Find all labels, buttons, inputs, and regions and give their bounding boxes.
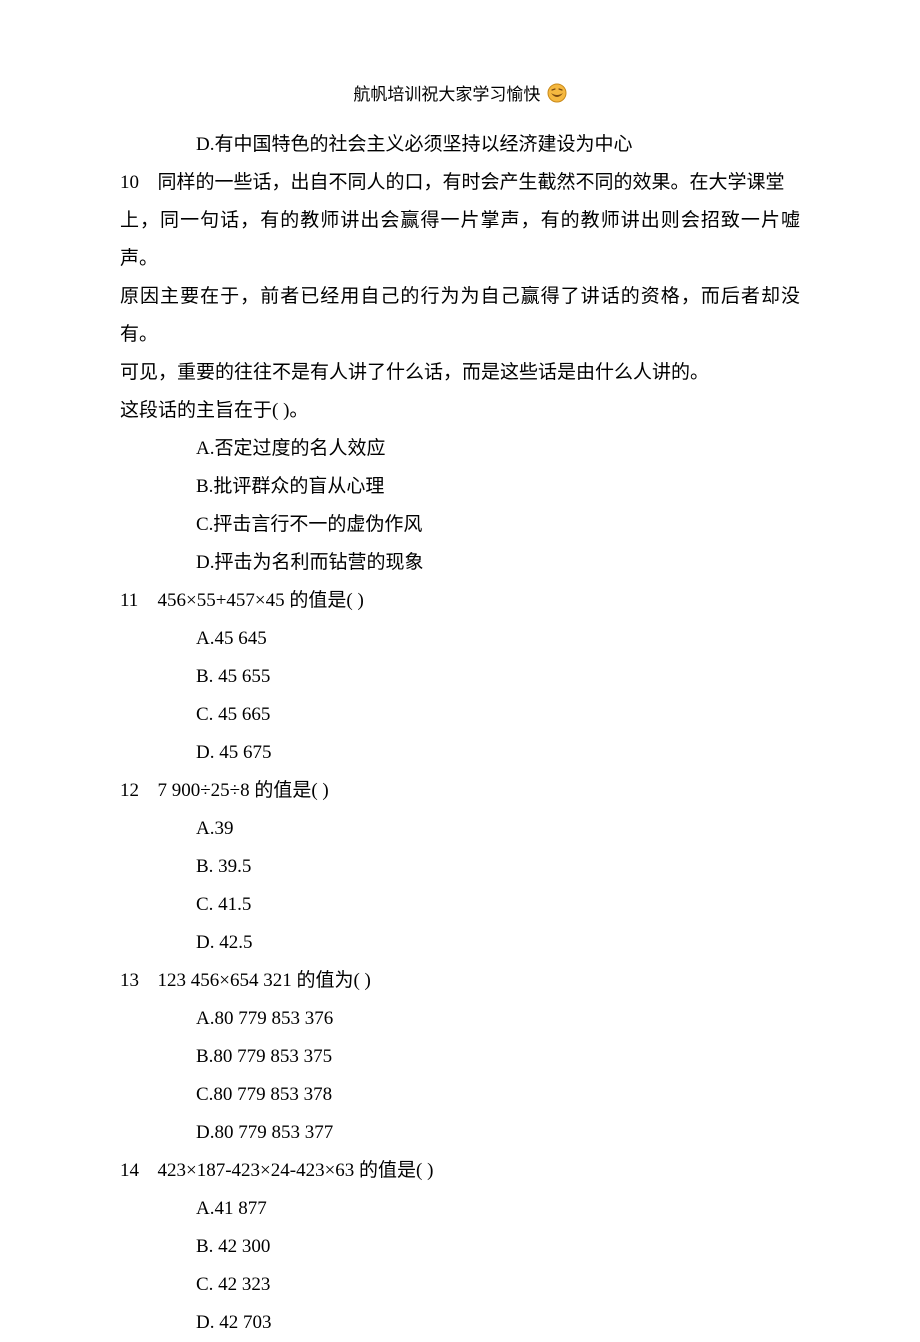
question-text: 456×55+457×45 的值是( ): [158, 590, 364, 611]
question-10-line2: 上，同一句话，有的教师讲出会赢得一片掌声，有的教师讲出则会招致一片嘘声。: [120, 202, 800, 278]
q11-choice-a: A.45 645: [120, 620, 800, 658]
q13-choice-a: A.80 779 853 376: [120, 1000, 800, 1038]
laugh-emoji-icon: [547, 81, 567, 101]
q14-choice-d: D. 42 703: [120, 1304, 800, 1342]
q11-choice-c: C. 45 665: [120, 696, 800, 734]
question-number: 10: [120, 164, 148, 202]
q10-choice-a: A.否定过度的名人效应: [120, 430, 800, 468]
q13-choice-d: D.80 779 853 377: [120, 1114, 800, 1152]
question-12: 12 7 900÷25÷8 的值是( ): [120, 772, 800, 810]
header-text: 航帆培训祝大家学习愉快: [353, 85, 540, 104]
question-number: 11: [120, 582, 148, 620]
q12-choice-d: D. 42.5: [120, 924, 800, 962]
q14-choice-a: A.41 877: [120, 1190, 800, 1228]
question-text: 423×187-423×24-423×63 的值是( ): [158, 1160, 434, 1181]
q10-choice-b: B.批评群众的盲从心理: [120, 468, 800, 506]
question-text: 同样的一些话，出自不同人的口，有时会产生截然不同的效果。在大学课堂: [158, 172, 785, 193]
q11-choice-b: B. 45 655: [120, 658, 800, 696]
q13-choice-b: B.80 779 853 375: [120, 1038, 800, 1076]
question-14: 14 423×187-423×24-423×63 的值是( ): [120, 1152, 800, 1190]
q12-choice-a: A.39: [120, 810, 800, 848]
q10-choice-d: D.抨击为名利而钻营的现象: [120, 544, 800, 582]
q12-choice-c: C. 41.5: [120, 886, 800, 924]
question-number: 13: [120, 962, 148, 1000]
question-number: 12: [120, 772, 148, 810]
q13-choice-c: C.80 779 853 378: [120, 1076, 800, 1114]
q14-choice-b: B. 42 300: [120, 1228, 800, 1266]
question-10-line1: 10 同样的一些话，出自不同人的口，有时会产生截然不同的效果。在大学课堂: [120, 164, 800, 202]
question-text: 123 456×654 321 的值为( ): [158, 970, 371, 991]
q14-choice-c: C. 42 323: [120, 1266, 800, 1304]
q10-choice-c: C.抨击言行不一的虚伪作风: [120, 506, 800, 544]
question-10-line3: 原因主要在于，前者已经用自己的行为为自己赢得了讲话的资格，而后者却没有。: [120, 278, 800, 354]
question-11: 11 456×55+457×45 的值是( ): [120, 582, 800, 620]
question-13: 13 123 456×654 321 的值为( ): [120, 962, 800, 1000]
question-number: 14: [120, 1152, 148, 1190]
page-header: 航帆培训祝大家学习愉快: [120, 78, 800, 112]
q12-choice-b: B. 39.5: [120, 848, 800, 886]
choice-d-q9: D.有中国特色的社会主义必须坚持以经济建设为中心: [120, 126, 800, 164]
q11-choice-d: D. 45 675: [120, 734, 800, 772]
question-text: 7 900÷25÷8 的值是( ): [158, 780, 329, 801]
question-10-prompt: 这段话的主旨在于( )。: [120, 392, 800, 430]
question-10-line4: 可见，重要的往往不是有人讲了什么话，而是这些话是由什么人讲的。: [120, 354, 800, 392]
